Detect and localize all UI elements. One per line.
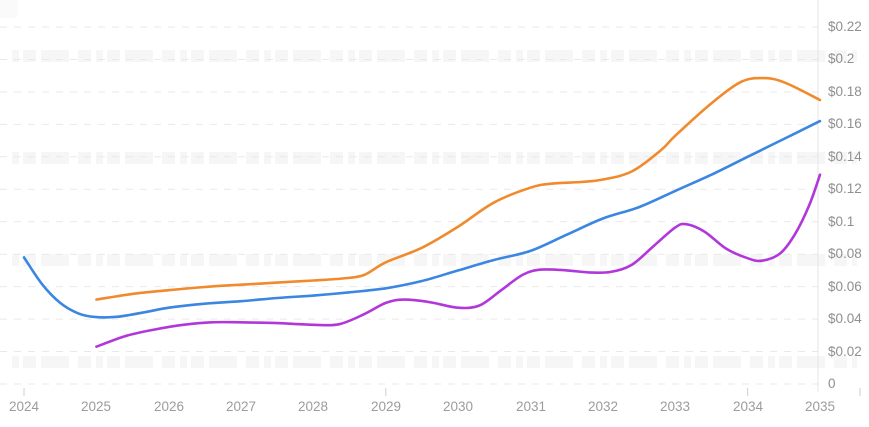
y-axis-label: $0.16 [828,116,862,131]
x-axis-label: 2028 [297,399,329,414]
y-axis-label: $0.14 [828,149,862,164]
x-axis-label: 2025 [80,399,112,414]
series-orange-line [95,76,822,301]
y-axis-label: $0.2 [828,51,855,66]
y-axis-label: $0.06 [828,279,862,294]
x-axis-label: 2027 [225,399,257,414]
y-axis-label: $0.22 [828,19,862,34]
y-axis-label: $0.04 [828,311,862,326]
x-axis-label: 2033 [659,399,691,414]
watermark-row [12,356,857,368]
x-axis-label: 2032 [587,399,619,414]
y-axis-label: $0.02 [828,344,862,359]
x-axis-label: 2026 [153,399,185,414]
x-axis-label: 2035 [804,399,836,414]
x-axis-label: 2031 [515,399,547,414]
y-axis-label: $0.18 [828,84,862,99]
y-axis-label: $0.1 [828,214,855,229]
top-left-watermark-block [0,0,18,18]
y-axis-label: $0.12 [828,181,862,196]
x-axis-label: 2034 [732,399,764,414]
x-axis-label: 2029 [370,399,402,414]
y-axis-label: 0 [828,376,836,391]
x-axis-label: 2024 [8,399,40,414]
series-purple-line [95,173,822,348]
x-axis-label: 2030 [442,399,474,414]
y-axis-label: $0.08 [828,246,862,261]
series-blue-line [22,119,822,319]
watermark-row [12,254,857,266]
